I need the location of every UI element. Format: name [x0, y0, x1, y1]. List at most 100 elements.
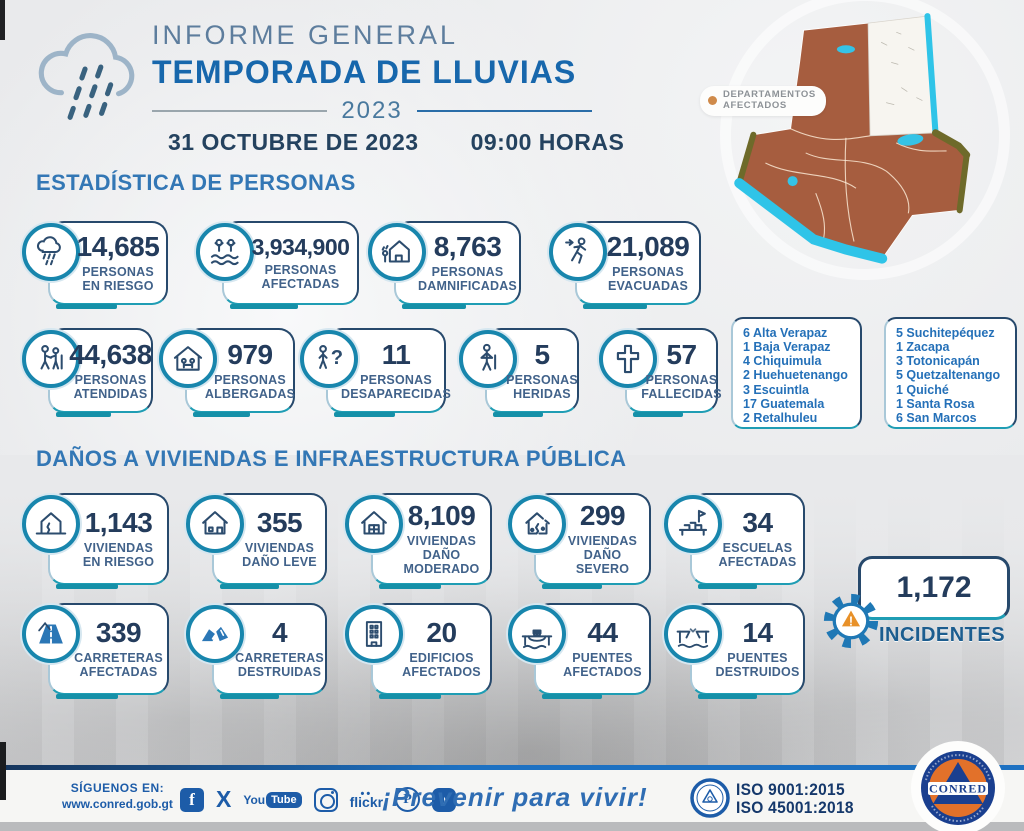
stat-card-viviendas-dano-leve: 355 VIVIENDAS DAÑO LEVE — [186, 489, 327, 593]
facebook-icon[interactable]: f — [180, 787, 204, 812]
stat-label: CARRETERAS DESTRUIDAS — [235, 651, 324, 679]
stat-value: 14,685 — [76, 231, 160, 262]
flood-people-icon — [196, 223, 254, 281]
department-item: 5 Suchitepéquez — [896, 326, 995, 340]
report-date: 31 OCTUBRE DE 2023 — [168, 129, 419, 155]
stat-card-personas-afectadas: 3,934,900 PERSONAS AFECTADAS — [196, 217, 359, 313]
department-item: 6 Alta Verapaz — [743, 326, 828, 340]
stat-card-puentes-afectados: 44 PUENTES AFECTADOS — [508, 599, 651, 703]
svg-text:!: ! — [849, 615, 853, 629]
stat-card-viviendas-dano-severo: 299 VIVIENDAS DAÑO SEVERO — [508, 489, 651, 593]
stat-card-personas-desaparecidas: ? 11 PERSONAS DESAPARECIDAS — [300, 324, 451, 421]
pinterest-icon[interactable]: P — [395, 787, 421, 812]
department-item: 1 Baja Verapaz — [743, 340, 831, 355]
road-icon — [22, 605, 80, 663]
flickr-icon[interactable]: •• flickr — [349, 787, 384, 811]
stat-label: VIVIENDAS DAÑO SEVERO — [567, 534, 638, 576]
instagram-icon[interactable] — [313, 787, 338, 812]
stat-label: PERSONAS EN RIESGO — [82, 265, 154, 293]
department-item: 1 Santa Rosa — [896, 396, 975, 411]
youtube-icon[interactable]: You Tube — [243, 791, 302, 808]
department-item: 1 Quiché — [896, 382, 949, 397]
stat-value: 299 — [579, 500, 626, 531]
iso-certifications: ISO 9001:2015 ISO 45001:2018 — [736, 781, 854, 817]
map-legend-label: DEPARTAMENTOS AFECTADOS — [723, 89, 816, 111]
conred-logo: CONRED — [908, 740, 1008, 831]
stat-card-personas-albergadas: 979 PERSONAS ALBERGADAS — [159, 324, 295, 421]
stat-card-escuelas-afectadas: 34 ESCUELAS AFECTADAS — [664, 489, 805, 593]
stat-label: PUENTES AFECTADOS — [563, 651, 642, 679]
rain-cloud-logo-icon — [26, 10, 152, 138]
shelter-family-icon — [159, 330, 217, 388]
department-item: 3 Totonicapán — [896, 354, 980, 369]
guatemala-map — [695, 2, 1017, 307]
stat-label: PERSONAS ATENDIDAS — [73, 372, 148, 401]
stat-card-puentes-destruidos: 14 PUENTES DESTRUIDOS — [664, 599, 805, 703]
departments-list-right: 5 Suchitepéquez 1 Zacapa 3 Totonicapán 5… — [884, 317, 1017, 429]
year-label: 2023 — [341, 97, 403, 124]
stat-value: 3,934,900 — [251, 233, 350, 260]
stat-value: 4 — [271, 617, 288, 648]
stat-value: 8,109 — [407, 500, 476, 531]
map-background-ring — [720, 0, 1010, 280]
gear-warning-icon: ! — [820, 590, 882, 652]
stat-value: 355 — [256, 507, 303, 538]
stat-label: PERSONAS DAMNIFICADAS — [418, 265, 517, 293]
house-crack-icon — [22, 495, 80, 553]
department-item: 4 Chiquimula — [743, 354, 822, 369]
report-type-title: INFORME GENERAL — [152, 20, 459, 50]
conred-logo-text: CONRED — [929, 782, 987, 796]
divider — [416, 110, 593, 112]
school-icon — [664, 495, 722, 553]
x-twitter-icon[interactable]: X — [216, 786, 232, 812]
stat-value: 8,763 — [433, 231, 502, 262]
injured-person-icon — [459, 330, 517, 388]
stat-value: 11 — [381, 338, 411, 370]
stat-value: 20 — [426, 617, 457, 648]
department-item: 5 Quetzaltenango — [896, 368, 1001, 383]
incidents-label: INCIDENTES — [878, 624, 1006, 646]
assisted-people-icon — [22, 330, 80, 388]
rain-cloud-icon — [22, 223, 80, 281]
stat-card-personas-heridas: 5 PERSONAS HERIDAS — [459, 324, 579, 421]
tiktok-icon[interactable]: ♪ — [432, 787, 457, 812]
follow-us-label: SÍGUENOS EN: — [70, 781, 165, 795]
stat-label: CARRETERAS AFECTADAS — [74, 651, 163, 679]
stat-value: 339 — [95, 617, 142, 648]
stat-card-edificios-afectados: 20 EDIFICIOS AFECTADOS — [345, 599, 492, 703]
stat-value: 979 — [227, 338, 273, 370]
stat-value: 57 — [666, 338, 697, 370]
stat-value: 44,638 — [69, 338, 152, 370]
divider — [152, 110, 328, 112]
stat-card-personas-fallecidas: 57 PERSONAS FALLECIDAS — [599, 324, 722, 421]
stat-card-carreteras-afectadas: 339 CARRETERAS AFECTADAS — [22, 599, 169, 703]
broken-bridge-icon — [664, 605, 722, 663]
footer-bottom-strip — [0, 822, 1024, 831]
stat-label: PERSONAS FALLECIDAS — [641, 372, 722, 401]
frame-artifact — [0, 0, 5, 40]
map-legend: DEPARTAMENTOS AFECTADOS — [700, 86, 826, 116]
certification-seal-icon — [690, 778, 730, 818]
bridge-car-icon — [508, 605, 566, 663]
broken-house-icon — [508, 495, 566, 553]
stat-value: 21,089 — [606, 231, 690, 262]
house-window-icon — [345, 495, 403, 553]
stat-label: VIVIENDAS DAÑO MODERADO — [403, 534, 480, 576]
iso-45001: ISO 45001:2018 — [736, 799, 854, 818]
stat-label: PERSONAS HERIDAS — [506, 372, 578, 401]
department-item: 3 Escuintla — [743, 382, 809, 397]
footer-divider — [0, 765, 1024, 770]
stat-card-viviendas-dano-moderado: 8,109 VIVIENDAS DAÑO MODERADO — [345, 489, 492, 593]
stat-label: PUENTES DESTRUIDOS — [715, 651, 800, 679]
incidents-value: 1,172 — [896, 571, 972, 604]
department-item: 17 Guatemala — [743, 396, 825, 411]
website-link[interactable]: www.conred.gob.gt — [62, 797, 173, 811]
stat-label: VIVIENDAS EN RIESGO — [82, 541, 155, 569]
department-item: 2 Retalhuleu — [743, 410, 818, 425]
departments-list-left: 6 Alta Verapaz 1 Baja Verapaz 4 Chiquimu… — [731, 317, 862, 429]
stat-card-carreteras-destruidas: 4 CARRETERAS DESTRUIDAS — [186, 599, 327, 703]
stat-card-personas-evacuadas: 21,089 PERSONAS EVACUADAS — [549, 217, 701, 313]
stat-card-personas-en-riesgo: 14,685 PERSONAS EN RIESGO — [22, 217, 168, 313]
footer-bar — [0, 770, 1024, 822]
